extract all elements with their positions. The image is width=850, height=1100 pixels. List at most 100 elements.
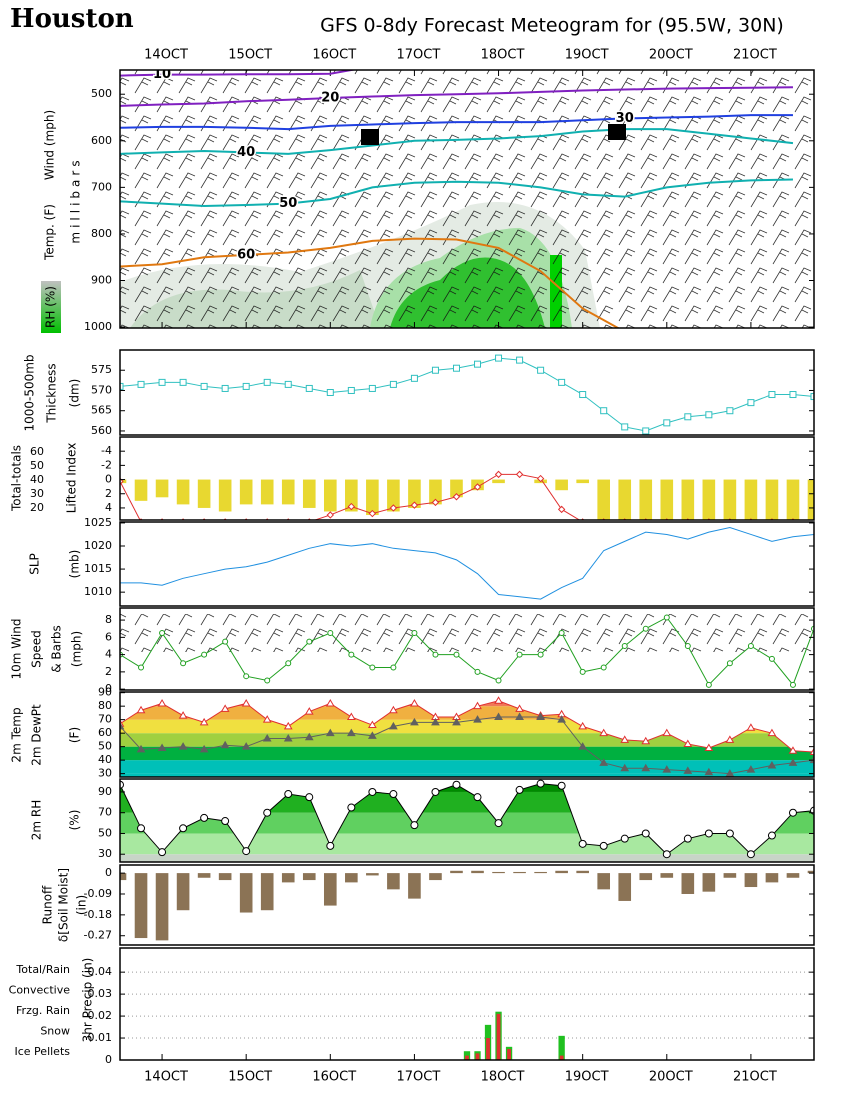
plot-area <box>120 870 814 941</box>
marker <box>347 386 355 394</box>
bar <box>429 873 442 881</box>
marker <box>767 761 777 769</box>
bar <box>239 479 253 505</box>
axis-title: Wind (mph) <box>43 110 57 180</box>
marker <box>536 712 545 720</box>
bar <box>597 479 611 520</box>
wind-barbs <box>120 70 814 328</box>
marker <box>725 829 734 838</box>
marker <box>768 391 776 399</box>
marker <box>410 717 419 726</box>
marker <box>662 765 672 773</box>
marker <box>516 356 524 364</box>
bar <box>176 873 190 911</box>
marker <box>704 767 714 776</box>
y-tick-label: 700 <box>91 180 112 193</box>
contour-label: 10 <box>153 67 171 82</box>
x-tick-label: 18OCT <box>481 1070 525 1085</box>
marker <box>473 715 482 723</box>
axis-title: 2m Temp <box>10 707 24 762</box>
marker <box>683 834 692 843</box>
bar <box>597 873 611 890</box>
bar <box>281 479 295 505</box>
y-tick-label: 30 <box>98 847 112 860</box>
panel-frame <box>119 607 815 691</box>
y-tick-label: -2 <box>101 458 112 471</box>
marker <box>537 366 545 374</box>
bar <box>660 479 674 520</box>
bar <box>366 479 379 516</box>
marker <box>536 474 545 483</box>
marker <box>767 831 776 840</box>
marker <box>642 625 649 632</box>
legend-entry: Frzg. Rain <box>16 1004 70 1017</box>
y-tick-label: 30 <box>98 767 112 780</box>
y-tick-label: 1010 <box>84 585 112 598</box>
marker <box>221 817 230 826</box>
y-tick-label: 60 <box>98 726 112 739</box>
marker <box>578 721 588 730</box>
marker <box>283 734 293 742</box>
y-tick-label: 0.03 <box>88 987 113 1000</box>
plot-area <box>120 470 814 520</box>
marker <box>200 382 208 390</box>
marker <box>683 766 693 774</box>
marker <box>120 780 124 789</box>
marker <box>304 707 314 715</box>
x-tick-label: 19OCT <box>565 48 609 63</box>
marker <box>159 630 166 637</box>
line <box>120 86 793 107</box>
marker <box>431 787 440 796</box>
location-title: Houston <box>10 4 134 34</box>
axis-title: & Barbs <box>50 625 64 673</box>
marker <box>222 638 229 645</box>
legend-entry: Total/Rain <box>15 963 70 976</box>
marker <box>346 728 356 737</box>
x-tick-label: 17OCT <box>397 1070 441 1085</box>
marker <box>283 721 293 730</box>
bar <box>134 873 148 939</box>
bar <box>786 479 800 520</box>
y-tick-label: 40 <box>98 753 112 766</box>
line <box>120 70 358 77</box>
marker <box>557 715 567 723</box>
marker <box>557 505 566 514</box>
bar <box>555 479 568 491</box>
marker <box>494 819 503 828</box>
bar <box>408 479 421 508</box>
marker <box>809 747 814 756</box>
axis-title: Total-totals <box>10 445 24 512</box>
marker <box>242 382 250 390</box>
marker <box>684 642 691 649</box>
y-tick-label: 2 <box>105 665 112 678</box>
bar <box>618 479 632 520</box>
marker <box>120 721 125 730</box>
marker <box>179 378 187 386</box>
line <box>120 128 794 155</box>
bar <box>681 479 695 520</box>
marker <box>325 698 335 707</box>
marker <box>725 735 735 743</box>
x-tick-label: 16OCT <box>312 48 356 63</box>
annotation: FR <box>362 130 379 143</box>
area-band <box>120 700 814 707</box>
axis-title: δ[Soil Moist] <box>57 868 71 942</box>
axis-title: millibars <box>69 156 83 243</box>
axis-title: Lifted Index <box>65 443 79 514</box>
marker <box>263 808 272 817</box>
marker <box>410 374 418 382</box>
marker <box>452 780 461 789</box>
marker <box>788 758 798 766</box>
marker <box>599 728 609 737</box>
marker <box>473 483 482 491</box>
marker <box>306 638 313 645</box>
marker <box>431 498 440 507</box>
line <box>120 700 814 753</box>
bar <box>496 1013 501 1060</box>
marker <box>747 399 755 407</box>
marker <box>641 736 651 745</box>
line <box>120 616 814 686</box>
marker <box>663 614 670 621</box>
marker <box>326 389 334 396</box>
x-tick-label: 17OCT <box>397 48 441 63</box>
